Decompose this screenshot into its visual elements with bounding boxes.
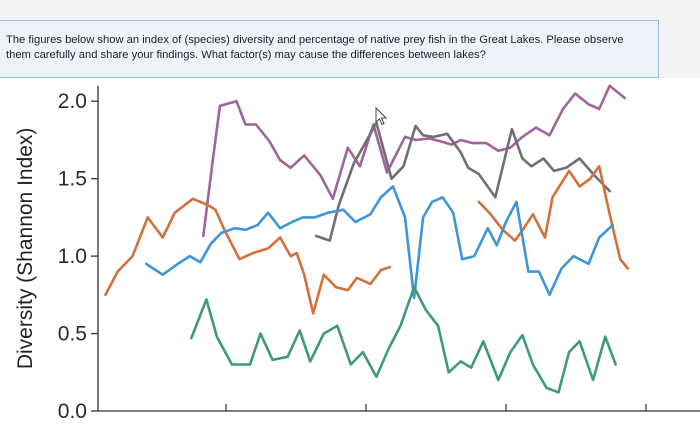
series-line-4 <box>477 165 630 270</box>
series-line-6 <box>190 285 618 394</box>
series-line-5 <box>144 185 615 300</box>
y-tick-label: 0.0 <box>58 400 87 423</box>
diversity-line-chart: 0.0 0.5 1.0 1.5 2.0 Diversity (Shannon Index) <box>14 84 700 423</box>
series-line-3 <box>104 197 392 315</box>
question-text: The figures below show an index of (spec… <box>6 34 624 61</box>
question-banner: The figures below show an index of (spec… <box>0 20 659 78</box>
chart-area: 0.0 0.5 1.0 1.5 2.0 Diversity (Shannon Index) <box>0 78 700 430</box>
series-line-2 <box>314 121 612 242</box>
y-axis: 0.0 0.5 1.0 1.5 2.0 Diversity (Shannon Index) <box>14 85 700 423</box>
y-tick-label: 0.5 <box>58 323 87 346</box>
mouse-cursor-icon <box>375 106 388 126</box>
series-line-1 <box>202 84 627 238</box>
y-tick-label: 1.5 <box>58 168 87 191</box>
series-lines <box>104 84 630 394</box>
y-axis-title: Diversity (Shannon Index) <box>14 128 37 370</box>
y-tick-label: 1.0 <box>58 245 87 268</box>
y-tick-label: 2.0 <box>58 90 87 113</box>
